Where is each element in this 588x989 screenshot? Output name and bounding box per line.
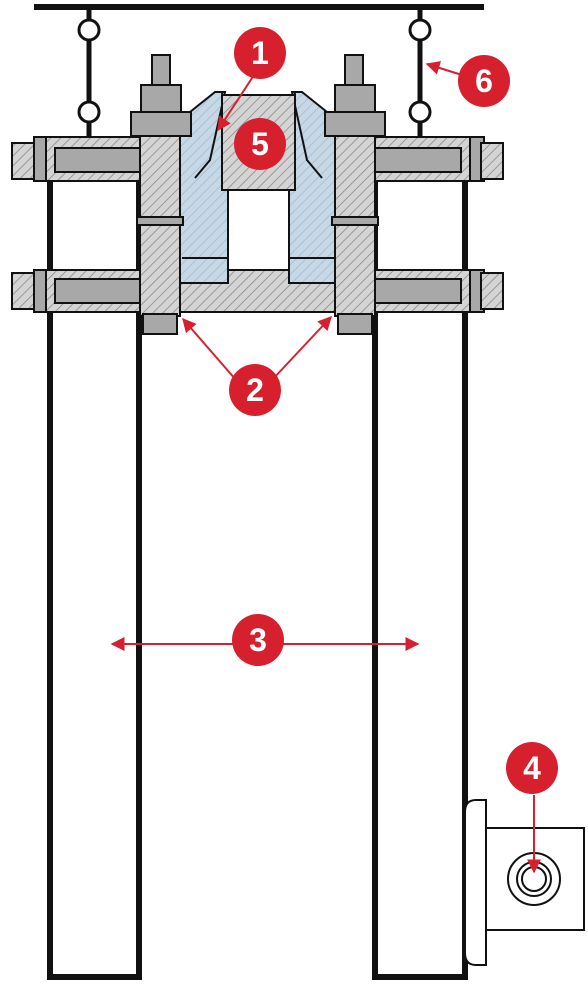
callout-label-2: 2: [246, 372, 264, 408]
bolt-shaft: [54, 278, 141, 304]
callout-badge-5: 5: [234, 118, 286, 170]
bolt-tip: [337, 313, 373, 335]
washer: [324, 111, 386, 137]
callout-label-6: 6: [475, 63, 493, 99]
bolt-shaft: [54, 147, 141, 173]
vertical-bolt-right: [324, 54, 386, 335]
callout-label-5: 5: [251, 126, 269, 162]
suspension-wire-right: [408, 10, 432, 138]
bolt-tip: [344, 54, 364, 86]
nut: [33, 269, 47, 313]
callout-badge-2: 2: [229, 364, 281, 416]
bolt-head: [480, 142, 504, 180]
bolt-ring: [331, 216, 379, 226]
ring-connector: [77, 100, 101, 124]
bolt-tip: [142, 313, 178, 335]
leader-arrow-1: [217, 71, 257, 132]
leader-arrow-2-left: [182, 317, 237, 381]
suspension-wire-left: [77, 10, 101, 138]
leader-arrow-6: [425, 61, 463, 76]
callout-label-3: 3: [249, 622, 267, 658]
callout-label-1: 1: [251, 35, 269, 71]
callout-badge-4: 4: [506, 742, 558, 794]
callout-label-4: 4: [523, 750, 541, 786]
bolt-ring: [136, 216, 184, 226]
clamp-bar-lower: [11, 269, 504, 313]
callout-badge-1: 1: [234, 27, 286, 79]
ring-connector: [77, 18, 101, 42]
callout-badge-3: 3: [232, 614, 284, 666]
bolt-head: [480, 272, 504, 310]
nut: [334, 84, 376, 114]
top-rail: [34, 4, 484, 10]
ring-connector: [408, 18, 432, 42]
bolt-shaft: [374, 278, 462, 304]
callout-badge-6: 6: [458, 55, 510, 107]
nut: [140, 84, 182, 114]
bolt-shaft: [374, 147, 462, 173]
nut: [33, 136, 47, 182]
bolt-tip: [151, 54, 171, 86]
ring-connector: [408, 100, 432, 124]
vertical-bolt-left: [130, 54, 192, 335]
junction-box: [464, 799, 585, 966]
leader-arrow-2-right: [271, 315, 332, 381]
washer: [130, 111, 192, 137]
